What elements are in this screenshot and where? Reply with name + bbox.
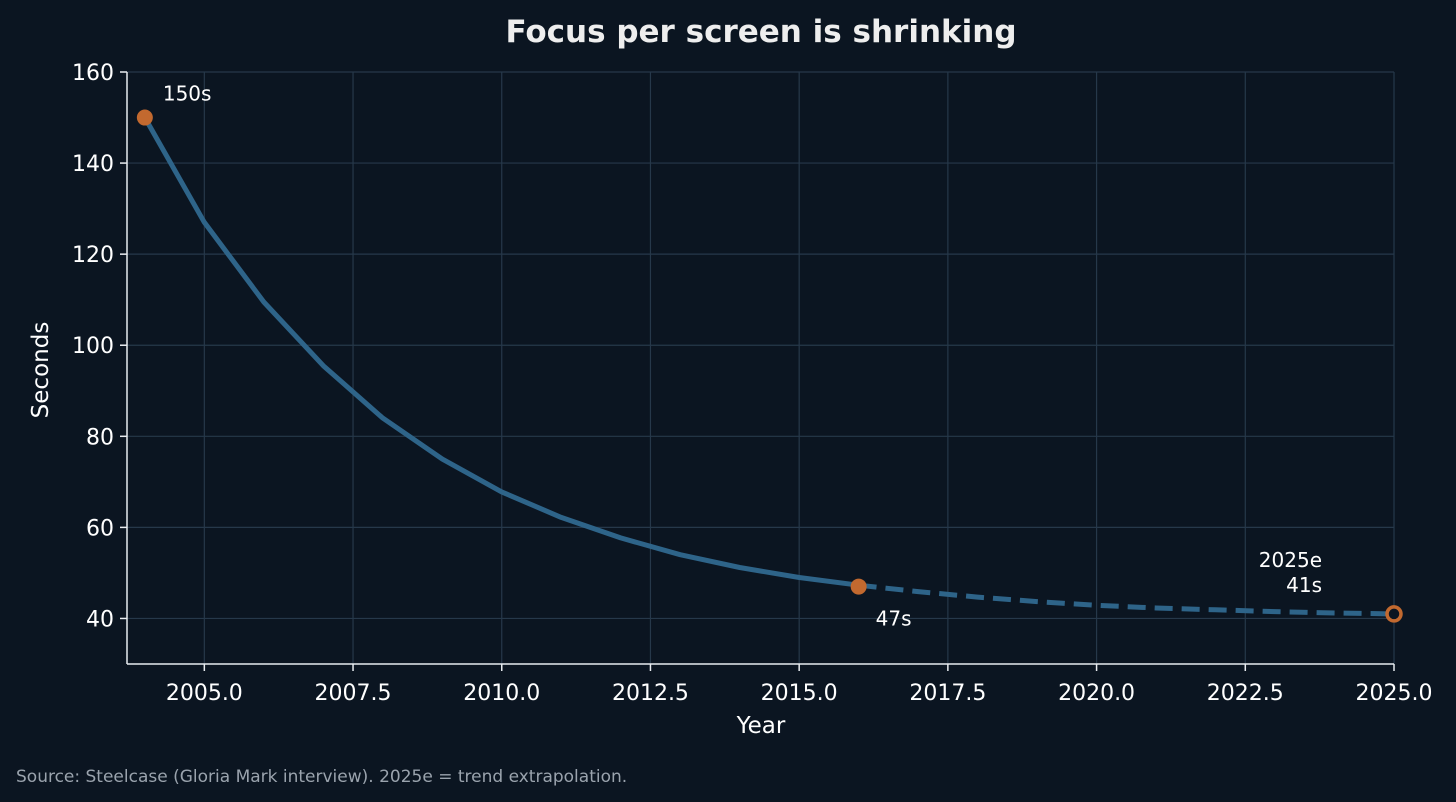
- y-axis-label: Seconds: [28, 322, 54, 419]
- y-tick-label: 40: [86, 607, 114, 632]
- y-tick-label: 120: [72, 243, 114, 268]
- x-tick-label: 2017.5: [909, 681, 986, 706]
- annotations: 150s 47s 2025e 41s: [163, 82, 1322, 631]
- projected-point-marker: [1385, 605, 1403, 623]
- chart-title: Focus per screen is shrinking: [505, 14, 1016, 50]
- x-tick-label: 2010.0: [463, 681, 540, 706]
- source-note: Source: Steelcase (Gloria Mark interview…: [16, 767, 627, 787]
- x-tick-label: 2025.0: [1356, 681, 1433, 706]
- series-lines: [142, 116, 1395, 617]
- y-tick-label: 140: [72, 152, 114, 177]
- data-point-marker: [850, 578, 867, 595]
- x-tick-label: 2022.5: [1207, 681, 1284, 706]
- data-point-marker: [136, 109, 153, 126]
- x-tick-label: 2015.0: [761, 681, 838, 706]
- y-tick-label: 60: [86, 516, 114, 541]
- x-tick-label: 2012.5: [612, 681, 689, 706]
- series-line-observed: [142, 116, 859, 588]
- y-tick-label: 80: [86, 425, 114, 450]
- axes: 2005.0 2007.5 2010.0 2012.5 2015.0 2017.5 2020…: [72, 61, 1432, 706]
- x-axis-label: Year: [736, 713, 786, 739]
- x-tick-label: 2020.0: [1058, 681, 1135, 706]
- series-line-projection: [858, 582, 1395, 617]
- data-label: 47s: [876, 607, 912, 631]
- grid: [127, 71, 1395, 664]
- data-label: 150s: [163, 82, 212, 106]
- x-tick-label: 2005.0: [166, 681, 243, 706]
- data-label: 2025e 41s: [1259, 548, 1322, 597]
- data-markers: [136, 109, 1403, 623]
- y-tick-label: 160: [72, 61, 114, 86]
- y-tick-label: 100: [72, 334, 114, 359]
- x-tick-label: 2007.5: [315, 681, 392, 706]
